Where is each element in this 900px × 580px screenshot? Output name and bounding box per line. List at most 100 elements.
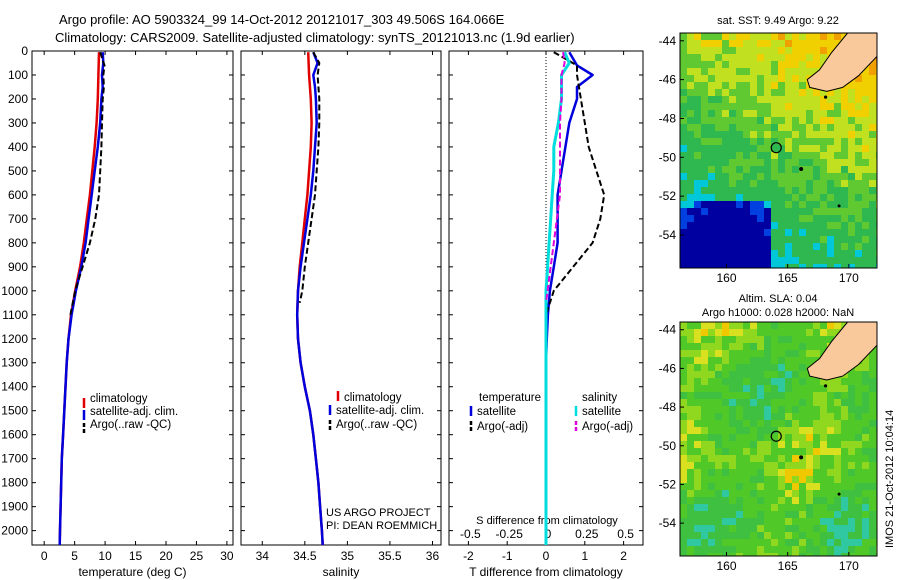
map-y-tick-label: -50 [659, 439, 677, 453]
map-cell [694, 448, 702, 456]
map-cell [806, 406, 814, 414]
map-cell [736, 511, 744, 519]
map-cell [708, 89, 716, 97]
map-cell [715, 264, 723, 268]
map-cell [743, 441, 751, 449]
map-cell [701, 159, 709, 167]
map-cell [743, 68, 751, 76]
map-cell [757, 243, 765, 251]
map-cell [715, 406, 723, 414]
map-cell [715, 476, 723, 484]
map-cell [855, 546, 863, 554]
map-cell [736, 152, 744, 160]
map-cell [743, 329, 751, 337]
map-cell [869, 215, 877, 223]
map-cell [722, 215, 730, 223]
map-cell [771, 208, 779, 216]
map-cell [813, 462, 821, 470]
argo-position-marker [770, 142, 782, 154]
map-cell [806, 152, 814, 160]
map-cell [799, 103, 807, 111]
map-cell [701, 152, 709, 160]
map-cell [680, 518, 688, 526]
map-cell [715, 138, 723, 146]
map-cell [708, 518, 716, 526]
map-cell [708, 131, 716, 139]
map-cell [799, 378, 807, 386]
map-cell [687, 194, 695, 202]
map-cell [750, 201, 758, 209]
map-cell [806, 378, 814, 386]
map-cell [848, 511, 856, 519]
map-cell [792, 329, 800, 337]
map-cell [778, 357, 786, 365]
argo-position-marker [770, 430, 782, 442]
map-cell [799, 413, 807, 421]
y-tick-label: 600 [8, 188, 28, 202]
map-cell [736, 413, 744, 421]
map-cell [757, 476, 765, 484]
map-cell [806, 110, 814, 118]
map-cell [778, 469, 786, 477]
map-cell [687, 173, 695, 181]
map-cell [736, 518, 744, 526]
map-cell [834, 145, 842, 153]
map-cell [841, 497, 849, 505]
map-cell [680, 257, 688, 265]
map-cell [869, 194, 877, 202]
map-cell [729, 257, 737, 265]
legend-s-argo: Argo(-adj) [582, 421, 633, 433]
map-cell [715, 511, 723, 519]
map-cell [827, 138, 835, 146]
legend-argo: Argo(..raw -QC) [336, 419, 417, 431]
map-cell [764, 378, 772, 386]
map-cell [715, 187, 723, 195]
map-cell [729, 33, 737, 41]
map-cell [869, 68, 877, 76]
map-cell [862, 511, 870, 519]
map-cell [820, 166, 828, 174]
map-cell [701, 208, 709, 216]
map-cell [820, 385, 828, 393]
map-cell [778, 152, 786, 160]
map-cell [799, 329, 807, 337]
map-cell [736, 539, 744, 547]
map-cell [743, 166, 751, 174]
map-cell [869, 222, 877, 230]
map-cell [778, 173, 786, 181]
map-cell [869, 392, 877, 400]
map-cell [806, 427, 814, 435]
map-cell [764, 124, 772, 132]
y-tick-label: 400 [8, 140, 28, 154]
map-cell [694, 392, 702, 400]
map-cell [715, 222, 723, 230]
map-cell [736, 131, 744, 139]
map-cell [869, 96, 877, 104]
map-cell [694, 222, 702, 230]
map-cell [764, 194, 772, 202]
map-cell [869, 448, 877, 456]
map-cell [764, 553, 772, 556]
map-cell [862, 208, 870, 216]
map-cell [736, 378, 744, 386]
map-cell [750, 75, 758, 83]
map-cell [869, 166, 877, 174]
map-cell [736, 448, 744, 456]
map-cell [855, 166, 863, 174]
map-cell [820, 96, 828, 104]
map-cell [701, 173, 709, 181]
map-cell [848, 166, 856, 174]
map-cell [806, 392, 814, 400]
x-tick-label: 20 [159, 549, 173, 563]
map-cell [687, 532, 695, 540]
map-y-tick-label: -50 [659, 150, 677, 164]
map-cell [813, 441, 821, 449]
map-cell [722, 553, 730, 556]
map-cell [813, 180, 821, 188]
map-cell [841, 399, 849, 407]
map-cell [750, 385, 758, 393]
map-cell [694, 511, 702, 519]
map-cell [778, 427, 786, 435]
map-cell [687, 329, 695, 337]
map-cell [729, 166, 737, 174]
